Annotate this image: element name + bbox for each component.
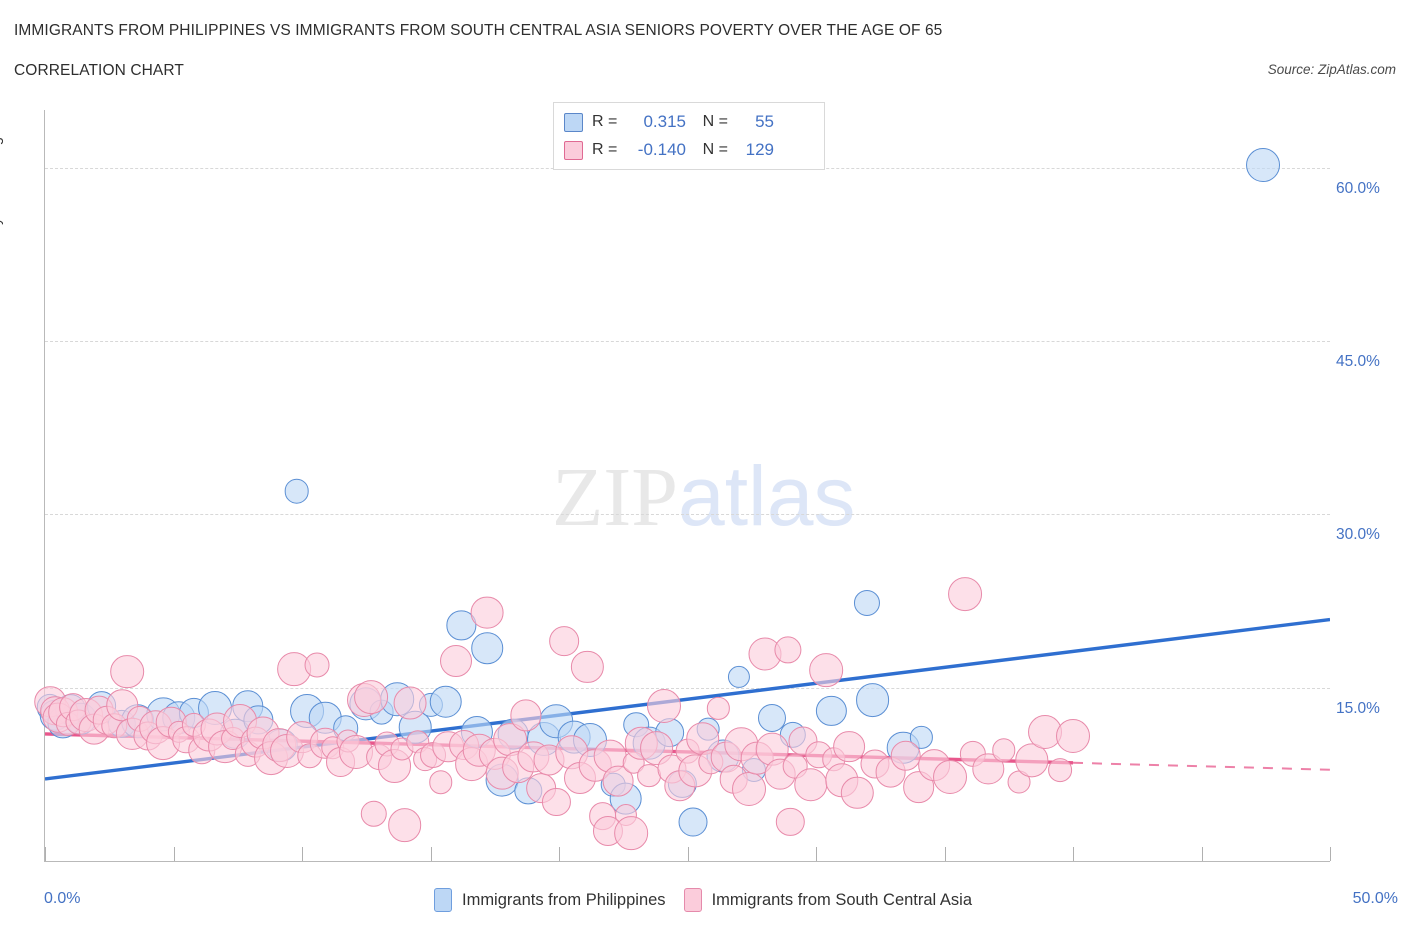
stats-row-south-central-asia: R = -0.140 N = 129 [564, 136, 814, 164]
legend-item-philippines[interactable]: Immigrants from Philippines [433, 888, 666, 912]
scatter-point[interactable] [1048, 757, 1073, 782]
scatter-point[interactable] [707, 697, 730, 720]
scatter-point[interactable] [678, 807, 708, 837]
x-axis-max-label: 50.0% [1352, 890, 1398, 907]
y-axis-tick-label: 30.0% [1336, 526, 1380, 544]
scatter-point[interactable] [840, 776, 874, 810]
x-axis-min-label: 0.0% [44, 890, 81, 907]
stats-n-value-blue: 55 [755, 112, 774, 131]
y-axis-tick-label: 45.0% [1336, 353, 1380, 371]
scatter-point[interactable] [360, 800, 388, 827]
scatter-point[interactable] [387, 808, 422, 842]
scatter-point[interactable] [854, 590, 881, 617]
scatter-point[interactable] [639, 730, 674, 765]
legend-swatch-philippines [433, 888, 452, 912]
stats-swatch-blue [564, 112, 583, 132]
stats-r-label-blue: R = [592, 113, 618, 130]
stats-r-value-pink: -0.140 [637, 140, 686, 159]
scatter-point[interactable] [647, 689, 682, 724]
x-axis-tick [1201, 847, 1203, 861]
legend-item-south-central-asia[interactable]: Immigrants from South Central Asia [683, 888, 972, 912]
plot-area [34, 110, 1331, 862]
scatter-point[interactable] [991, 738, 1016, 762]
stats-n-label-blue: N = [702, 113, 728, 130]
scatter-point[interactable] [833, 730, 866, 763]
gridline [45, 687, 1330, 689]
legend-swatch-south-central-asia [683, 888, 702, 912]
trend-line-pink-extrapolated [1072, 761, 1330, 771]
scatter-point[interactable] [542, 788, 571, 817]
scatter-point[interactable] [110, 654, 145, 689]
stats-n-label-pink: N = [702, 141, 728, 158]
x-axis-tick [944, 847, 946, 861]
scatter-point[interactable] [509, 699, 542, 732]
scatter-point[interactable] [470, 596, 504, 629]
gridline [45, 514, 1330, 516]
gridline [45, 341, 1330, 343]
scatter-point[interactable] [890, 740, 922, 772]
scatter-point[interactable] [809, 653, 844, 688]
legend-label-philippines: Immigrants from Philippines [461, 890, 666, 909]
x-axis-tick [173, 847, 175, 861]
scatter-point[interactable] [614, 816, 648, 851]
scatter-point[interactable] [1027, 714, 1062, 749]
series-legend: Immigrants from Philippines Immigrants f… [0, 888, 1406, 912]
scatter-point[interactable] [354, 679, 389, 714]
x-axis-tick [816, 847, 817, 861]
scatter-point[interactable] [948, 577, 982, 612]
scatter-point[interactable] [816, 695, 847, 726]
scatter-point[interactable] [1246, 148, 1281, 183]
scatter-point[interactable] [776, 807, 805, 836]
y-axis-title: Seniors Poverty Over the Age of 65 [0, 92, 4, 320]
stats-row-philippines: R = 0.315 N = 55 [564, 108, 814, 136]
page-title: IMMIGRANTS FROM PHILIPPINES VS IMMIGRANT… [14, 22, 943, 39]
x-axis-tick [1073, 847, 1074, 861]
x-axis-tick [430, 847, 432, 861]
y-axis-tick-label: 60.0% [1336, 179, 1380, 197]
scatter-point[interactable] [304, 652, 330, 678]
scatter-point[interactable] [774, 635, 802, 664]
x-axis-tick [687, 847, 689, 861]
scatter-point[interactable] [429, 770, 453, 795]
scatter-point[interactable] [794, 768, 828, 802]
x-axis-tick [559, 847, 560, 861]
scatter-point[interactable] [549, 626, 579, 657]
legend-label-south-central-asia: Immigrants from South Central Asia [711, 890, 972, 909]
source-attribution: Source: ZipAtlas.com [1267, 62, 1396, 77]
scatter-point[interactable] [471, 632, 503, 665]
x-axis-tick [1330, 847, 1331, 861]
scatter-point[interactable] [732, 772, 767, 807]
scatter-point[interactable] [855, 683, 890, 718]
x-axis-tick [45, 847, 46, 861]
scatter-points [34, 110, 1330, 861]
y-axis-tick-label: 15.0% [1336, 699, 1380, 717]
scatter-point[interactable] [440, 645, 473, 678]
chart-subtitle: CORRELATION CHART [14, 62, 184, 79]
x-axis-tick [302, 847, 303, 861]
scatter-point[interactable] [571, 650, 604, 684]
scatter-point[interactable] [429, 685, 463, 718]
scatter-point[interactable] [727, 666, 750, 689]
scatter-point[interactable] [393, 686, 427, 720]
stats-r-label-pink: R = [592, 141, 618, 158]
scatter-point[interactable] [284, 478, 310, 504]
stats-swatch-pink [564, 140, 583, 160]
scatter-point[interactable] [972, 752, 1004, 785]
correlation-stats-box: R = 0.315 N = 55 R = -0.140 N = 129 [553, 102, 825, 170]
scatter-point[interactable] [1056, 719, 1090, 754]
scatter-point[interactable] [932, 759, 967, 794]
stats-r-value-blue: 0.315 [643, 112, 686, 131]
stats-n-value-pink: 129 [745, 140, 774, 159]
scatter-point[interactable] [1015, 743, 1049, 778]
